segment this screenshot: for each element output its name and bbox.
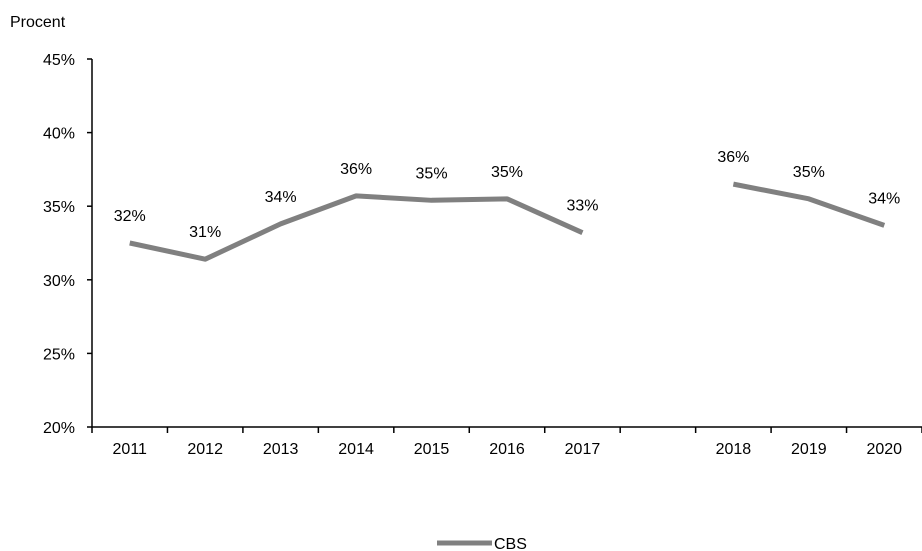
x-tick-label: 2018 <box>716 441 752 458</box>
series-group <box>129 181 886 262</box>
x-tick-label: 2015 <box>414 441 450 458</box>
series-line-cbs <box>129 193 584 262</box>
data-labels: 32% 31% 34% 36% 35% 35% 33% 36% 35% 34% <box>114 149 901 241</box>
data-label: 36% <box>340 161 372 178</box>
y-tick-label: 45% <box>43 52 75 69</box>
x-tick-label: 2014 <box>338 441 374 458</box>
data-label: 33% <box>566 198 598 215</box>
y-tick-label: 25% <box>43 346 75 363</box>
data-label: 31% <box>189 224 221 241</box>
data-label: 36% <box>717 149 749 166</box>
series-line-cbs <box>732 181 886 228</box>
y-tick-label: 40% <box>43 126 75 143</box>
data-label: 35% <box>793 164 825 181</box>
x-tick-label: 2012 <box>187 441 223 458</box>
legend: CBS <box>437 536 527 551</box>
y-ticks: 20% 25% 30% 35% 40% 45% <box>43 52 92 437</box>
y-tick-label: 35% <box>43 199 75 216</box>
legend-label-cbs: CBS <box>494 536 527 551</box>
data-label: 32% <box>114 208 146 225</box>
x-tick-label: 2019 <box>791 441 827 458</box>
data-label: 35% <box>491 164 523 181</box>
x-tick-label: 2020 <box>866 441 902 458</box>
axes <box>91 59 922 428</box>
data-label: 34% <box>265 189 297 206</box>
y-axis-title: Procent <box>10 14 66 31</box>
data-label: 34% <box>868 190 900 207</box>
data-label: 35% <box>416 165 448 182</box>
y-tick-label: 30% <box>43 273 75 290</box>
x-tick-label: 2017 <box>565 441 601 458</box>
x-tick-label: 2016 <box>489 441 525 458</box>
x-tick-label: 2011 <box>113 441 148 458</box>
x-ticks: 2011 2012 2013 2014 2015 2016 2017 2018 2019 2020 <box>91 427 922 458</box>
y-tick-label: 20% <box>43 420 75 437</box>
x-tick-label: 2013 <box>263 441 299 458</box>
